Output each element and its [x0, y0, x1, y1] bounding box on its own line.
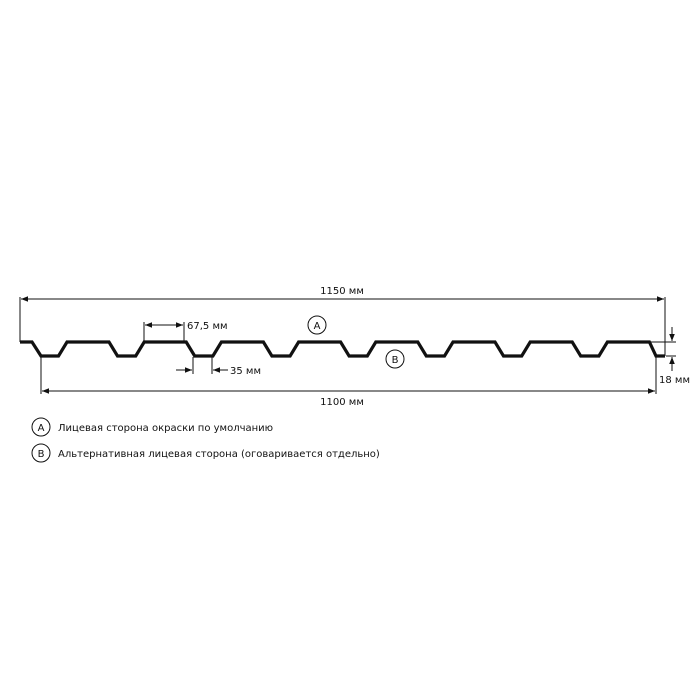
dimension-useful-width: 1100 мм — [40, 357, 657, 408]
marker-b: B — [385, 349, 405, 369]
top-width-label: 67,5 мм — [187, 321, 228, 332]
dimension-bottom-width: 35 мм — [176, 357, 261, 377]
dimension-top-width: 67,5 мм — [143, 321, 228, 341]
marker-a: A — [307, 315, 327, 335]
legend-item-a: A Лицевая сторона окраски по умолчанию — [31, 417, 273, 437]
sheet-profile — [20, 340, 665, 358]
dimension-height: 18 мм — [644, 327, 690, 386]
svg-text:A: A — [314, 321, 321, 332]
legend-marker: A — [38, 423, 45, 434]
legend-text: Альтернативная лицевая сторона (оговарив… — [58, 449, 380, 460]
dimension-total-width: 1150 мм — [19, 286, 666, 356]
legend-marker: B — [38, 449, 45, 460]
total-width-label: 1150 мм — [320, 286, 364, 297]
legend-text: Лицевая сторона окраски по умолчанию — [58, 423, 273, 434]
height-label: 18 мм — [659, 375, 690, 386]
useful-width-label: 1100 мм — [320, 397, 364, 408]
bottom-width-label: 35 мм — [230, 366, 261, 377]
legend-item-b: B Альтернативная лицевая сторона (оговар… — [31, 443, 380, 463]
svg-text:B: B — [392, 355, 399, 366]
